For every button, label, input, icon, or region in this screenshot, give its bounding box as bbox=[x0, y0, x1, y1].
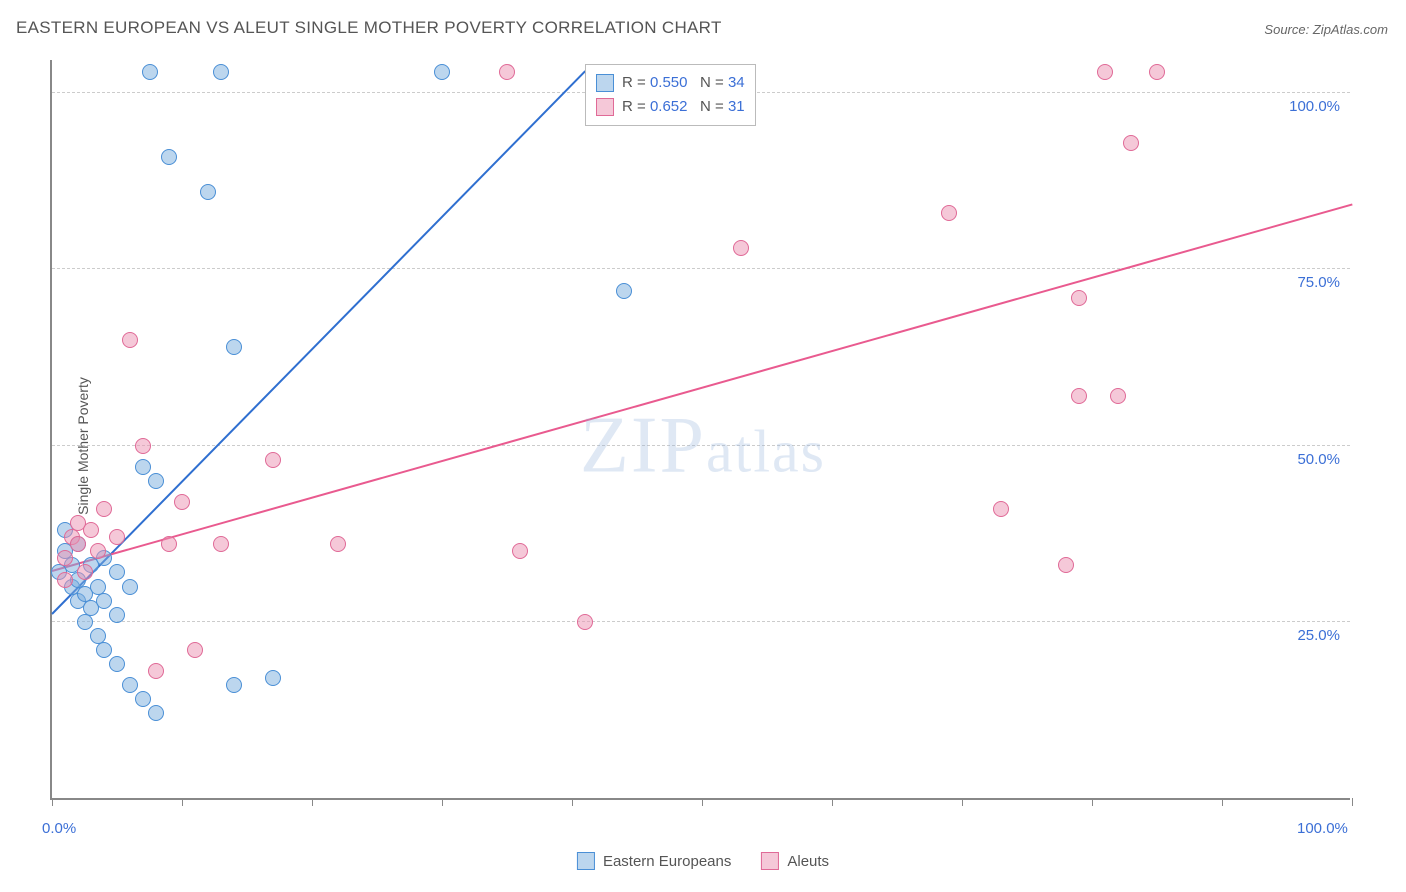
scatter-point bbox=[1071, 388, 1087, 404]
scatter-point bbox=[70, 536, 86, 552]
y-tick-label: 50.0% bbox=[1297, 451, 1340, 468]
scatter-point bbox=[135, 459, 151, 475]
scatter-point bbox=[77, 564, 93, 580]
scatter-point bbox=[1123, 135, 1139, 151]
scatter-point bbox=[96, 642, 112, 658]
x-tick bbox=[572, 798, 573, 806]
scatter-point bbox=[148, 473, 164, 489]
scatter-point bbox=[265, 670, 281, 686]
scatter-point bbox=[330, 536, 346, 552]
x-tick bbox=[832, 798, 833, 806]
scatter-point bbox=[161, 536, 177, 552]
legend-label: Eastern Europeans bbox=[603, 853, 731, 870]
legend-item: Eastern Europeans bbox=[577, 852, 731, 870]
legend-stats-text: R = 0.652 N = 31 bbox=[622, 95, 745, 119]
scatter-point bbox=[161, 149, 177, 165]
x-tick bbox=[312, 798, 313, 806]
x-tick-label: 0.0% bbox=[42, 820, 76, 837]
scatter-point bbox=[616, 283, 632, 299]
scatter-point bbox=[577, 614, 593, 630]
scatter-point bbox=[1071, 290, 1087, 306]
x-tick-label: 100.0% bbox=[1297, 820, 1348, 837]
chart-title: EASTERN EUROPEAN VS ALEUT SINGLE MOTHER … bbox=[16, 18, 722, 38]
scatter-point bbox=[83, 522, 99, 538]
scatter-point bbox=[265, 452, 281, 468]
y-tick-label: 100.0% bbox=[1289, 98, 1340, 115]
source-name: ZipAtlas.com bbox=[1313, 22, 1388, 37]
legend-swatch bbox=[596, 98, 614, 116]
scatter-point bbox=[434, 64, 450, 80]
scatter-point bbox=[187, 642, 203, 658]
scatter-point bbox=[941, 205, 957, 221]
scatter-point bbox=[499, 64, 515, 80]
gridline-h bbox=[52, 268, 1350, 269]
scatter-point bbox=[993, 501, 1009, 517]
scatter-point bbox=[200, 184, 216, 200]
x-tick bbox=[1222, 798, 1223, 806]
scatter-point bbox=[512, 543, 528, 559]
scatter-point bbox=[1058, 557, 1074, 573]
legend-swatch bbox=[577, 852, 595, 870]
scatter-point bbox=[77, 614, 93, 630]
scatter-point bbox=[122, 677, 138, 693]
scatter-point bbox=[1097, 64, 1113, 80]
plot-area: 25.0%50.0%75.0%100.0%0.0%100.0%R = 0.550… bbox=[50, 60, 1350, 800]
legend-swatch bbox=[761, 852, 779, 870]
scatter-point bbox=[57, 572, 73, 588]
scatter-point bbox=[109, 656, 125, 672]
x-tick bbox=[962, 798, 963, 806]
legend-stats-text: R = 0.550 N = 34 bbox=[622, 71, 745, 95]
scatter-point bbox=[226, 339, 242, 355]
x-tick bbox=[442, 798, 443, 806]
scatter-point bbox=[148, 663, 164, 679]
scatter-point bbox=[226, 677, 242, 693]
scatter-point bbox=[96, 501, 112, 517]
scatter-point bbox=[1149, 64, 1165, 80]
scatter-point bbox=[213, 536, 229, 552]
scatter-point bbox=[109, 529, 125, 545]
x-tick bbox=[1092, 798, 1093, 806]
scatter-point bbox=[122, 579, 138, 595]
x-tick bbox=[702, 798, 703, 806]
scatter-point bbox=[109, 607, 125, 623]
scatter-point bbox=[213, 64, 229, 80]
gridline-h bbox=[52, 445, 1350, 446]
source-label: Source: bbox=[1264, 22, 1309, 37]
source-attribution: Source: ZipAtlas.com bbox=[1264, 22, 1388, 37]
scatter-point bbox=[135, 691, 151, 707]
legend-stats: R = 0.550 N = 34R = 0.652 N = 31 bbox=[585, 64, 756, 126]
x-tick bbox=[1352, 798, 1353, 806]
legend-label: Aleuts bbox=[787, 853, 829, 870]
legend-item: Aleuts bbox=[761, 852, 829, 870]
gridline-h bbox=[52, 621, 1350, 622]
legend-stats-row: R = 0.652 N = 31 bbox=[596, 95, 745, 119]
scatter-point bbox=[1110, 388, 1126, 404]
scatter-point bbox=[90, 543, 106, 559]
legend-swatch bbox=[596, 74, 614, 92]
trend-line bbox=[52, 204, 1353, 572]
scatter-point bbox=[174, 494, 190, 510]
x-tick bbox=[52, 798, 53, 806]
scatter-point bbox=[57, 550, 73, 566]
legend-stats-row: R = 0.550 N = 34 bbox=[596, 71, 745, 95]
scatter-point bbox=[733, 240, 749, 256]
y-tick-label: 75.0% bbox=[1297, 274, 1340, 291]
scatter-point bbox=[96, 593, 112, 609]
scatter-point bbox=[148, 705, 164, 721]
scatter-point bbox=[109, 564, 125, 580]
x-tick bbox=[182, 798, 183, 806]
scatter-point bbox=[142, 64, 158, 80]
legend-bottom: Eastern Europeans Aleuts bbox=[577, 852, 829, 870]
scatter-point bbox=[122, 332, 138, 348]
scatter-point bbox=[135, 438, 151, 454]
y-tick-label: 25.0% bbox=[1297, 627, 1340, 644]
